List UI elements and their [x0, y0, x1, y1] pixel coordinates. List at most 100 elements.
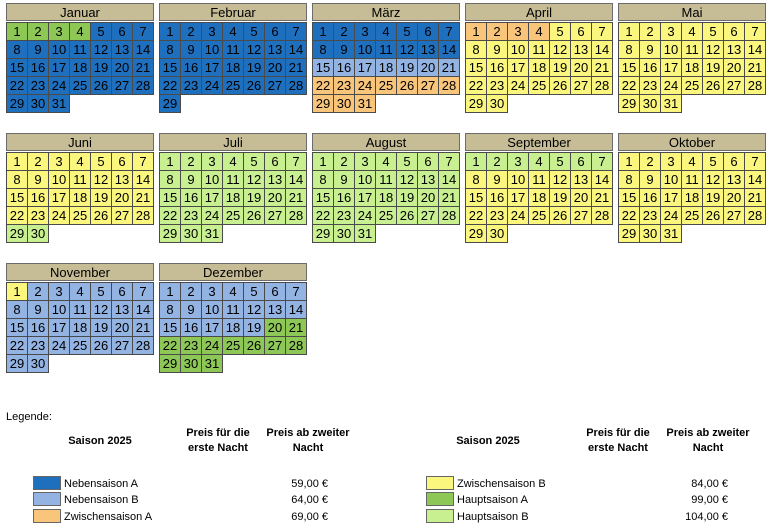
day-cell: 17: [354, 58, 376, 77]
day-cell: 22: [6, 76, 28, 95]
day-cell: 17: [660, 58, 682, 77]
day-cell: 30: [180, 354, 202, 373]
day-cell: 9: [639, 40, 661, 59]
day-cell: 26: [702, 76, 724, 95]
day-cell: 21: [132, 58, 154, 77]
day-cell: 14: [285, 300, 307, 319]
day-cell: 16: [486, 188, 508, 207]
day-cell: 4: [69, 152, 91, 171]
day-cell: 31: [48, 94, 70, 113]
day-cell: 26: [243, 206, 265, 225]
day-cell: 28: [438, 206, 460, 225]
day-cell: 18: [222, 318, 244, 337]
day-cell: 12: [243, 170, 265, 189]
day-cell: 29: [6, 354, 28, 373]
day-cell: 15: [159, 318, 181, 337]
day-cell: 8: [312, 40, 334, 59]
day-cell: 6: [111, 152, 133, 171]
day-cell: 9: [27, 170, 49, 189]
day-cell: 22: [6, 206, 28, 225]
day-cell: 17: [354, 188, 376, 207]
day-cell: 27: [417, 206, 439, 225]
day-cell: 4: [375, 22, 397, 41]
day-cell: 4: [222, 282, 244, 301]
legend-price-second-header-right: Preis ab zweiter Nacht: [666, 427, 750, 454]
day-cell: 25: [69, 206, 91, 225]
day-grid: 1 2 3 4 5 6 7 8 9 10 11 12 13 14 15 16 17 18 19 20 21 22 23 24 2…: [618, 22, 766, 113]
day-cell: 18: [681, 58, 703, 77]
day-cell: 12: [243, 40, 265, 59]
day-cell: 3: [660, 22, 682, 41]
day-cell: 25: [222, 336, 244, 355]
day-cell: 28: [285, 336, 307, 355]
day-cell: 11: [528, 40, 550, 59]
month-title: Juni: [6, 133, 154, 151]
day-cell: 20: [723, 58, 745, 77]
day-cell: 18: [69, 318, 91, 337]
day-cell: 9: [486, 170, 508, 189]
day-cell: 11: [69, 300, 91, 319]
day-cell: 20: [264, 188, 286, 207]
day-cell: 25: [69, 336, 91, 355]
day-cell: 9: [333, 170, 355, 189]
day-grid: 1 2 3 4 5 6 7 8 9 10 11 12 13 14 15 16 17 18 19 20 21 22 23 24 2…: [159, 22, 307, 113]
day-cell: 21: [591, 188, 613, 207]
day-cell: 22: [618, 76, 640, 95]
month-title: September: [465, 133, 613, 151]
day-cell: 28: [744, 206, 766, 225]
legend-swatch: [426, 476, 454, 490]
day-cell: 28: [132, 336, 154, 355]
day-cell: 23: [180, 76, 202, 95]
day-cell: 19: [243, 58, 265, 77]
legend-price-first: 64,00 €: [291, 494, 328, 506]
day-cell: 7: [132, 22, 154, 41]
day-cell: 30: [639, 224, 661, 243]
day-cell: 18: [375, 188, 397, 207]
day-cell: 13: [417, 170, 439, 189]
day-cell: 20: [111, 318, 133, 337]
day-cell: 8: [159, 170, 181, 189]
day-cell: 16: [639, 58, 661, 77]
month-title: Juli: [159, 133, 307, 151]
day-cell: 29: [618, 94, 640, 113]
month-april: April 1 2 3 4 5 6 7 8 9 10 11 12 13 14 15 16 17 18 19 20 21 22…: [465, 3, 613, 113]
day-cell: 29: [6, 94, 28, 113]
day-cell: 25: [681, 206, 703, 225]
day-cell: 27: [264, 336, 286, 355]
day-cell: 31: [660, 224, 682, 243]
day-grid: 1 2 3 4 5 6 7 8 9 10 11 12 13 14 15 16 17 18 19 20 21 22 23 24 2…: [159, 152, 307, 243]
day-cell: 15: [618, 58, 640, 77]
legend-price-first: 59,00 €: [291, 478, 328, 490]
day-cell: 24: [201, 336, 223, 355]
day-cell: 16: [333, 58, 355, 77]
day-cell: 18: [69, 188, 91, 207]
day-cell: 15: [6, 188, 28, 207]
day-cell: 19: [702, 58, 724, 77]
day-grid: 1 2 3 4 5 6 7 8 9 10 11 12 13 14 15 16 17 18 19 20 21 22 23 24 2…: [312, 152, 460, 243]
day-cell: 27: [417, 76, 439, 95]
day-cell: 23: [27, 206, 49, 225]
day-cell: 28: [744, 76, 766, 95]
day-cell: 10: [201, 170, 223, 189]
day-cell: 26: [90, 336, 112, 355]
day-cell: 13: [264, 170, 286, 189]
day-cell: 12: [90, 40, 112, 59]
day-cell: 23: [486, 76, 508, 95]
legend-season-name: Hauptsaison A: [457, 494, 528, 506]
day-cell: 3: [354, 22, 376, 41]
month-juni: Juni 1 2 3 4 5 6 7 8 9 10 11 12 13 14 15 16 17 18 19 20 21 22 2…: [6, 133, 154, 243]
day-cell: 24: [507, 206, 529, 225]
day-cell: 22: [465, 206, 487, 225]
day-cell: 19: [549, 188, 571, 207]
month-title: Februar: [159, 3, 307, 21]
day-cell: 8: [465, 40, 487, 59]
day-cell: 27: [570, 206, 592, 225]
day-cell: 16: [333, 188, 355, 207]
legend-season-name: Nebensaison A: [64, 478, 138, 490]
day-cell: 7: [591, 152, 613, 171]
day-cell: 20: [723, 188, 745, 207]
day-cell: 20: [264, 318, 286, 337]
day-grid: 1 2 3 4 5 6 7 8 9 10 11 12 13 14 15 16 17 18 19 20 21 22 23 24 2…: [618, 152, 766, 243]
day-cell: 9: [27, 300, 49, 319]
day-cell: 26: [90, 76, 112, 95]
